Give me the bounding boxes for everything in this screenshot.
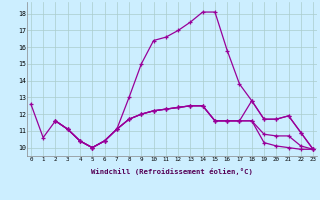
X-axis label: Windchill (Refroidissement éolien,°C): Windchill (Refroidissement éolien,°C) <box>91 168 253 175</box>
